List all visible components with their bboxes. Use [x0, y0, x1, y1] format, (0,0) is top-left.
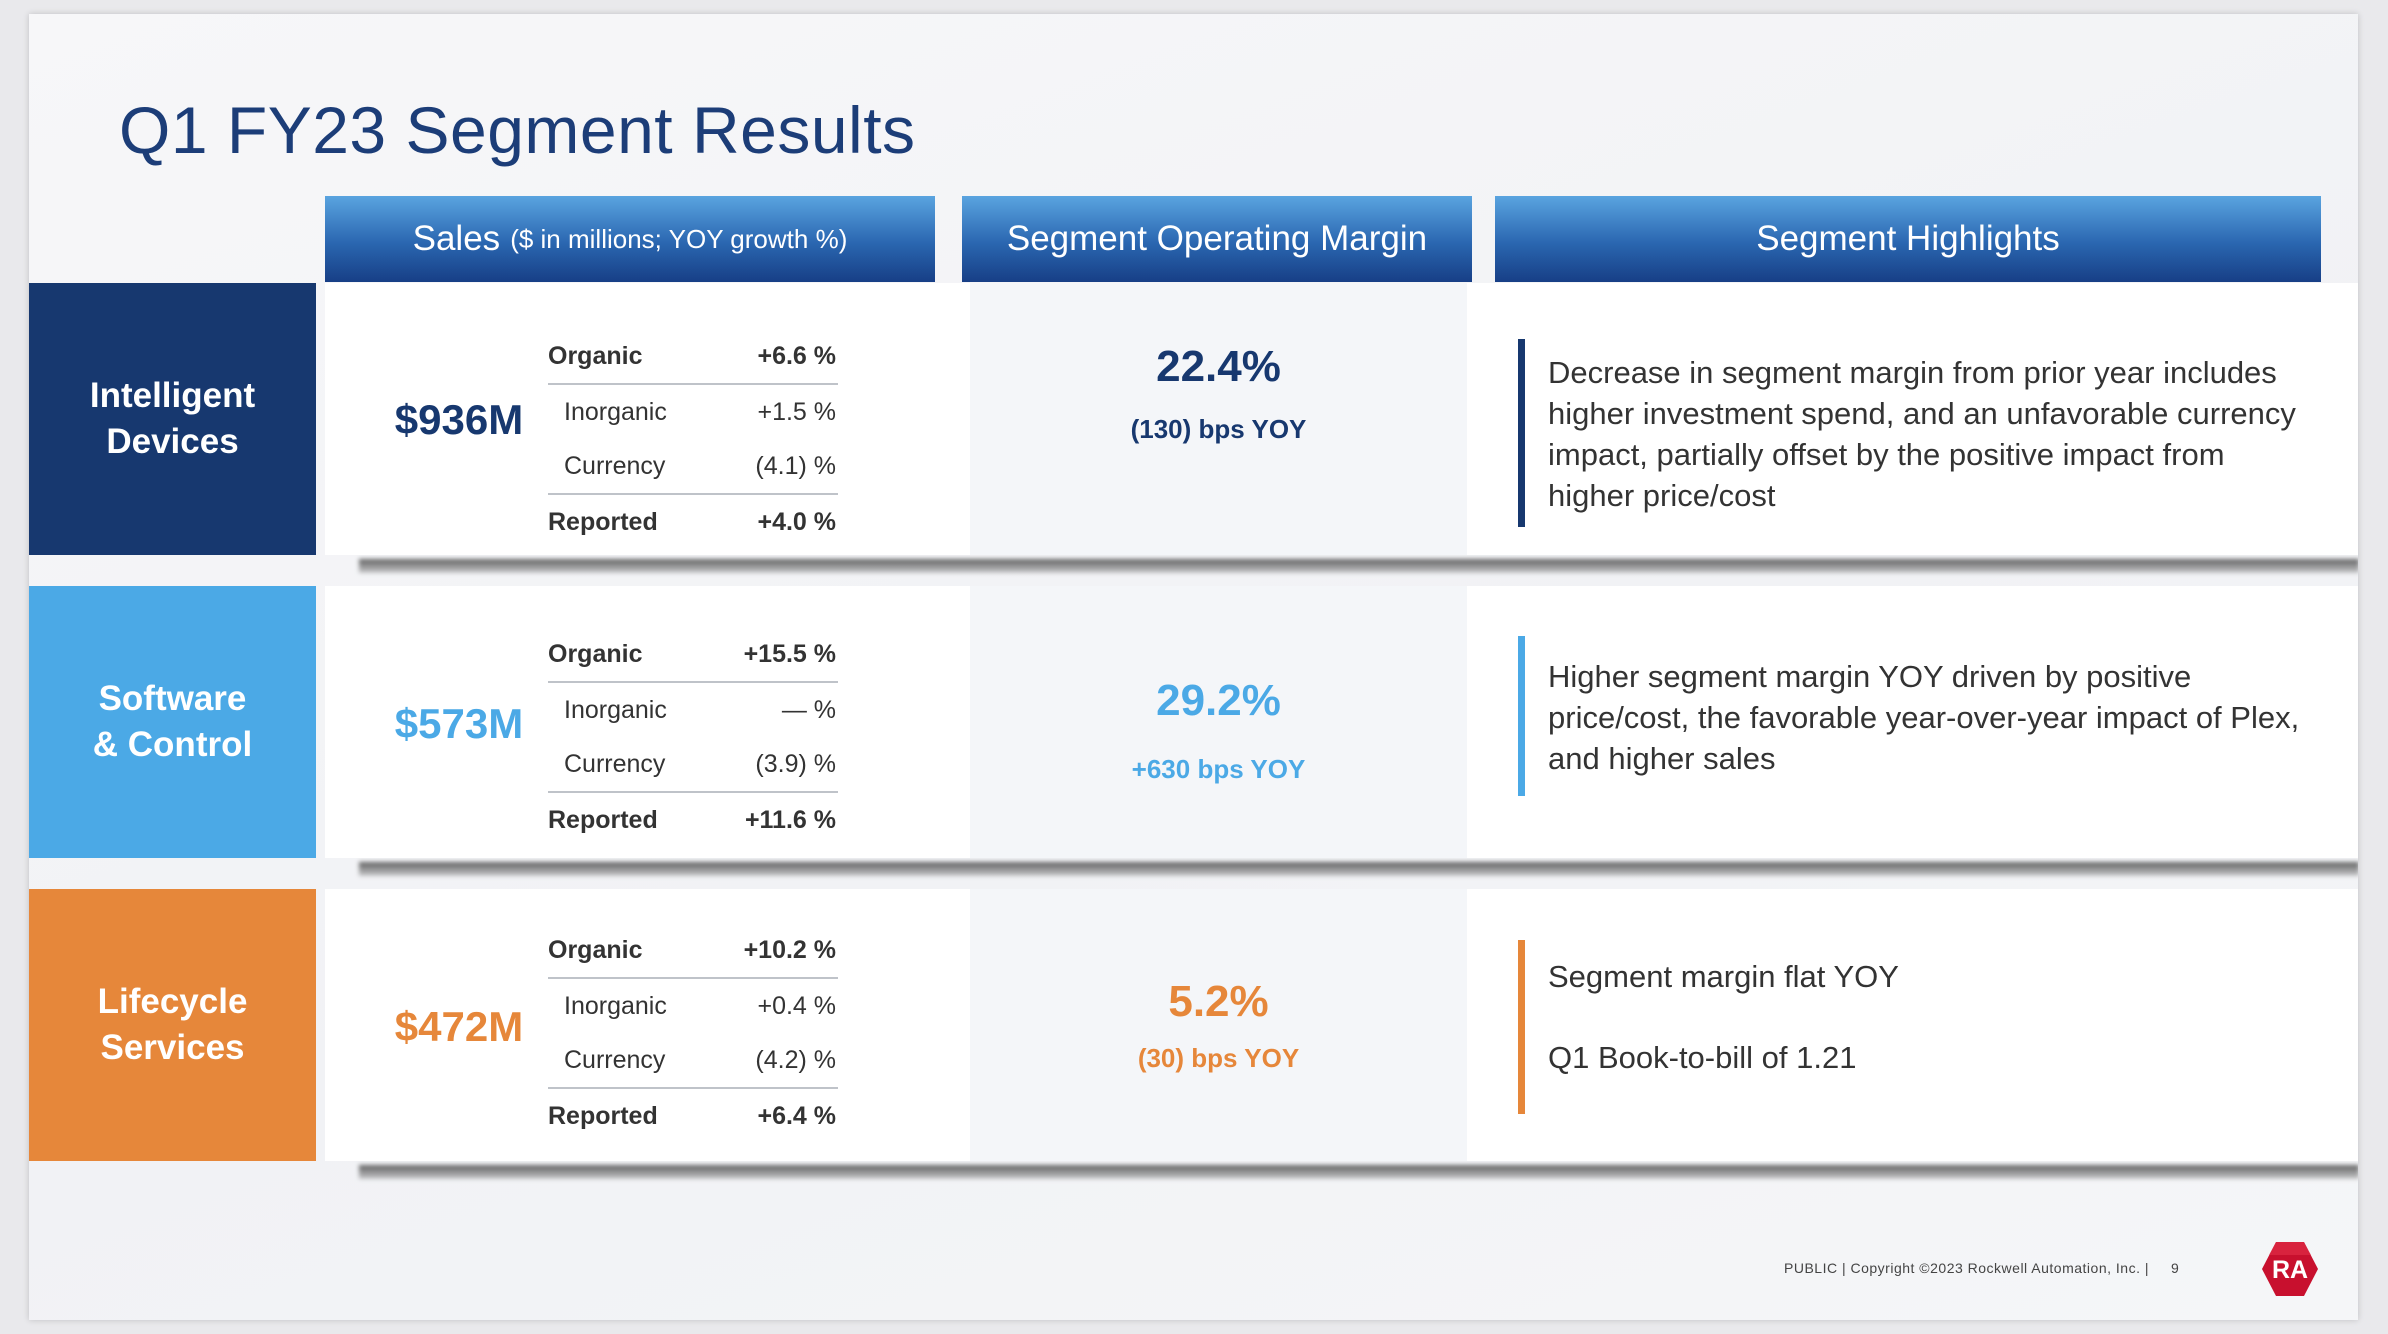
sales-value: $472M: [394, 1003, 524, 1050]
segment-name-line2: & Control: [92, 725, 253, 764]
segment-name-line2: Devices: [106, 422, 239, 461]
margin-header-label: Segment Operating Margin: [1006, 219, 1428, 258]
sales-value: $573M: [394, 700, 524, 747]
margin-bps-change: (30) bps YOY: [1137, 1043, 1300, 1073]
growth-row-organic: Organic +15.5 %: [548, 628, 838, 683]
segment-name-line1: Lifecycle: [97, 982, 248, 1021]
sales-column-header: Sales ($ in millions; YOY growth %): [325, 196, 935, 282]
growth-table: Organic +15.5 % Inorganic — % Currency (3.9…: [548, 628, 838, 848]
footer-copyright: Copyright ©2023 Rockwell Automation, Inc…: [1850, 1260, 2141, 1276]
row-shadow: [359, 862, 2358, 876]
segment-highlights: Segment margin flat YOY Q1 Book-to-bill …: [1548, 956, 2308, 1118]
highlight-text: Q1 Book-to-bill of 1.21: [1548, 1040, 1857, 1075]
segment-label-intelligent-devices: Intelligent Devices: [29, 283, 316, 555]
segment-name-line1: Intelligent: [89, 376, 256, 415]
segment-name-line2: Services: [100, 1028, 245, 1067]
highlight-accent-bar: [1518, 940, 1525, 1114]
highlights-header-label: Segment Highlights: [1756, 219, 2060, 258]
row-shadow: [359, 1165, 2358, 1179]
slide: Q1 FY23 Segment Results Sales ($ in mill…: [29, 14, 2358, 1320]
growth-row-inorganic: Inorganic — %: [564, 696, 836, 724]
margin-panel: [970, 889, 1467, 1161]
margin-percent: 29.2%: [1156, 676, 1281, 725]
growth-table: Organic +6.6 % Inorganic +1.5 % Currency (4…: [548, 330, 838, 550]
margin-bps-change: (130) bps YOY: [1130, 414, 1307, 444]
footer-separator: |: [1841, 1260, 1851, 1276]
highlights-column-header: Segment Highlights: [1495, 196, 2321, 282]
margin-panel: [970, 586, 1467, 858]
highlight-text: Higher segment margin YOY driven by posi…: [1548, 659, 2300, 776]
growth-row-organic: Organic +6.6 %: [548, 330, 838, 385]
growth-row-reported: Reported +6.4 %: [548, 1102, 836, 1130]
page-title: Q1 FY23 Segment Results: [119, 93, 916, 167]
segment-highlights: Higher segment margin YOY driven by posi…: [1548, 656, 2308, 819]
growth-row-reported: Reported +4.0 %: [548, 508, 836, 536]
growth-row-organic: Organic +10.2 %: [548, 924, 838, 979]
margin-panel: [970, 283, 1467, 555]
footer-separator: |: [2144, 1260, 2167, 1276]
logo-text: RA: [2272, 1256, 2308, 1284]
segment-name-line1: Software: [98, 679, 247, 718]
highlight-text: Decrease in segment margin from prior ye…: [1548, 355, 2296, 513]
growth-row-reported: Reported +11.6 %: [548, 806, 836, 834]
footer: PUBLIC | Copyright ©2023 Rockwell Automa…: [1784, 1260, 2179, 1276]
growth-row-currency: Currency (4.2) %: [548, 1034, 838, 1089]
sales-header-label: Sales: [412, 219, 501, 258]
growth-row-currency: Currency (3.9) %: [548, 738, 838, 793]
growth-row-inorganic: Inorganic +1.5 %: [564, 398, 836, 426]
growth-row-inorganic: Inorganic +0.4 %: [564, 992, 836, 1020]
highlight-text: Segment margin flat YOY: [1548, 959, 1899, 994]
row-shadow: [359, 559, 2358, 573]
segment-highlights: Decrease in segment margin from prior ye…: [1548, 352, 2308, 556]
rockwell-logo: RA: [2262, 1242, 2318, 1296]
growth-table: Organic +10.2 % Inorganic +0.4 % Currency(…: [548, 924, 838, 1144]
footer-classification: PUBLIC: [1784, 1260, 1838, 1276]
margin-percent: 22.4%: [1156, 342, 1281, 391]
sales-header-sublabel: ($ in millions; YOY growth %): [510, 223, 848, 254]
margin-column-header: Segment Operating Margin: [962, 196, 1472, 282]
highlight-accent-bar: [1518, 339, 1525, 527]
segment-label-lifecycle-services: Lifecycle Services: [29, 889, 316, 1161]
growth-row-currency: Currency (4.1) %: [548, 440, 838, 495]
margin-percent: 5.2%: [1168, 977, 1269, 1026]
sales-value: $936M: [394, 396, 524, 443]
margin-bps-change: +630 bps YOY: [1131, 754, 1306, 784]
page-number: 9: [2170, 1260, 2180, 1276]
highlight-accent-bar: [1518, 636, 1525, 796]
segment-label-software-control: Software & Control: [29, 586, 316, 858]
